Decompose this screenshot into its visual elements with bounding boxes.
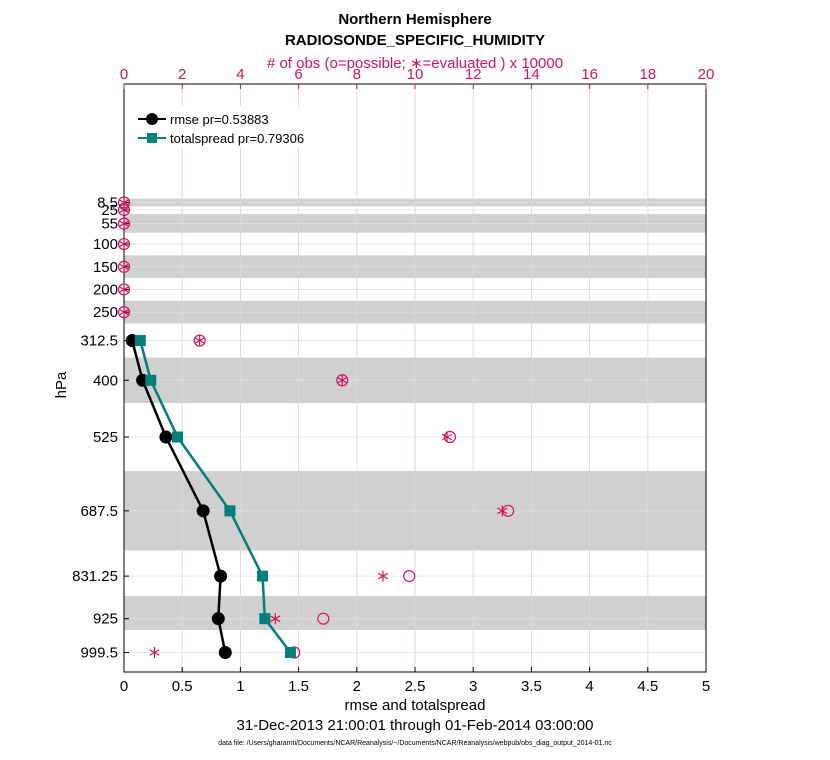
- top-tick-label: 12: [465, 66, 482, 83]
- x-tick-label: 0: [120, 678, 128, 695]
- y-tick-label: 25: [101, 202, 118, 219]
- top-tick-label: 4: [236, 66, 244, 83]
- obs-evaluated-marker: [118, 238, 130, 250]
- obs-evaluated-marker: [270, 613, 281, 625]
- totalspread-point: [259, 613, 271, 625]
- top-tick-label: 20: [698, 66, 715, 83]
- y-tick-label: 831.25: [72, 568, 118, 585]
- y-tick-label: 312.5: [80, 333, 118, 350]
- legend: rmse pr=0.53883 totalspread pr=0.79306: [132, 106, 327, 148]
- y-tick-label: 100: [93, 236, 118, 253]
- obs-evaluated-marker: [441, 431, 453, 443]
- y-tick-label: 999.5: [80, 645, 118, 662]
- y-tick-label: 525: [93, 429, 118, 446]
- totalspread-point: [284, 647, 296, 658]
- obs-evaluated-marker: [497, 505, 508, 517]
- top-tick-label: 8: [353, 66, 361, 83]
- top-tick-label: 14: [523, 66, 540, 83]
- x-tick-label: 2: [353, 678, 361, 695]
- y-tick-label: 200: [93, 281, 118, 298]
- rmse-point: [159, 430, 173, 444]
- y-axis-label: hPa: [53, 371, 70, 398]
- y-tick-label: 400: [93, 372, 118, 389]
- legend-rmse-marker: [146, 113, 158, 125]
- data-file-footnote: data file: /Users/gharamti/Documents/NCA…: [218, 740, 612, 747]
- obs-possible-marker: [443, 430, 457, 444]
- tick-group: 0 0.5 1 1.5 2 2.5 3 3.5 4 4.5 5 0 2 4 6 8 10 12 14 16 18 20 8.…: [72, 66, 714, 695]
- legend-rmse-label: rmse pr=0.53883: [170, 112, 269, 127]
- obs-evaluated-marker: [337, 374, 348, 386]
- x-tick-label: 2.5: [405, 678, 426, 695]
- totalspread-point: [172, 431, 184, 443]
- rmse-point: [214, 569, 228, 583]
- rmse-point: [211, 612, 225, 626]
- legend-box: [132, 106, 327, 148]
- rmse-point: [196, 504, 210, 518]
- top-axis-label: # of obs (o=possible; ∗=evaluated ) x 10…: [267, 55, 563, 72]
- obs-count-group: [117, 196, 515, 659]
- obs-possible-marker: [403, 569, 416, 583]
- top-tick-label: 0: [120, 66, 128, 83]
- obs-evaluated-marker: [118, 261, 130, 273]
- y-tick-label: 687.5: [80, 503, 118, 520]
- x-axis-label: rmse and totalspread: [345, 697, 486, 714]
- obs-evaluated-marker: [118, 204, 130, 216]
- totalspread-point: [257, 570, 269, 582]
- totalspread-point: [134, 335, 146, 347]
- obs-evaluated-marker: [377, 570, 389, 582]
- legend-spread-marker: [147, 133, 157, 143]
- x-tick-label: 3.5: [521, 678, 542, 695]
- obs-evaluated-marker: [118, 218, 130, 230]
- legend-spread-label: totalspread pr=0.79306: [170, 131, 304, 146]
- rmse-point: [218, 646, 232, 659]
- totalspread-point: [145, 374, 157, 386]
- x-tick-label: 1: [236, 678, 244, 695]
- y-tick-label: 925: [93, 611, 118, 628]
- top-tick-label: 18: [639, 66, 656, 83]
- x-tick-label: 4: [585, 678, 593, 695]
- top-tick-label: 10: [407, 66, 424, 83]
- totalspread-point: [224, 505, 236, 517]
- obs-evaluated-marker: [118, 283, 130, 295]
- top-tick-label: 16: [581, 66, 598, 83]
- obs-evaluated-marker: [149, 647, 160, 658]
- y-tick-label: 150: [93, 259, 118, 276]
- chart-subtitle: RADIOSONDE_SPECIFIC_HUMIDITY: [285, 32, 545, 49]
- y-tick-label: 250: [93, 304, 118, 321]
- obs-possible-marker: [317, 612, 330, 625]
- y-tick-label: 55: [101, 216, 118, 233]
- x-tick-label: 1.5: [288, 678, 309, 695]
- top-tick-label: 2: [178, 66, 186, 83]
- x-tick-label: 4.5: [637, 678, 658, 695]
- series-group: [125, 334, 296, 659]
- x-tick-label: 5: [702, 678, 710, 695]
- x-tick-label: 0.5: [172, 678, 193, 695]
- y-tick-label: 8.5: [97, 195, 118, 212]
- obs-evaluated-marker: [118, 306, 130, 318]
- chart-title: Northern Hemisphere: [338, 11, 491, 28]
- top-tick-label: 6: [294, 66, 302, 83]
- obs-evaluated-marker: [194, 335, 205, 347]
- date-range: 31-Dec-2013 21:00:01 through 01-Feb-2014…: [237, 717, 594, 734]
- x-tick-label: 3: [469, 678, 477, 695]
